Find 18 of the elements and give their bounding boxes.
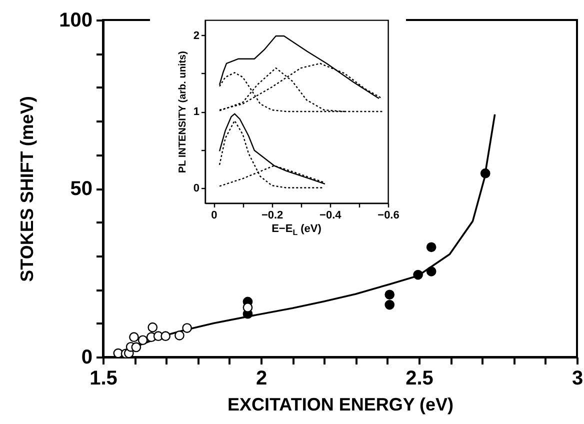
x-tick-label: −0.6 xyxy=(378,210,400,222)
x-tick-label: 1.5 xyxy=(90,368,118,390)
x-axis-title: E−E$_{L}$ (eV) xyxy=(270,223,322,238)
y-tick-label: 1 xyxy=(193,106,200,118)
x-tick-label: −0.2 xyxy=(261,210,284,222)
y-tick-label: 0 xyxy=(81,346,92,368)
y-tick-label: 2 xyxy=(193,30,200,42)
x-tick-label: 2.5 xyxy=(406,368,434,390)
x-tick-label: 3 xyxy=(572,368,584,390)
x-tick-label: 2 xyxy=(256,368,268,390)
y-tick-label: 0 xyxy=(193,182,200,194)
x-tick-label: 0 xyxy=(211,210,218,222)
x-tick-label: −0.4 xyxy=(320,210,342,222)
y-tick-label: 100 xyxy=(59,10,92,32)
y-axis-title: PL INTENSITY (arb. units) xyxy=(177,51,188,173)
x-axis-title: EXCITATION ENERGY (eV) xyxy=(227,394,454,414)
y-tick-label: 50 xyxy=(70,178,92,200)
y-axis-title: STOKES SHIFT (meV) xyxy=(17,96,38,282)
